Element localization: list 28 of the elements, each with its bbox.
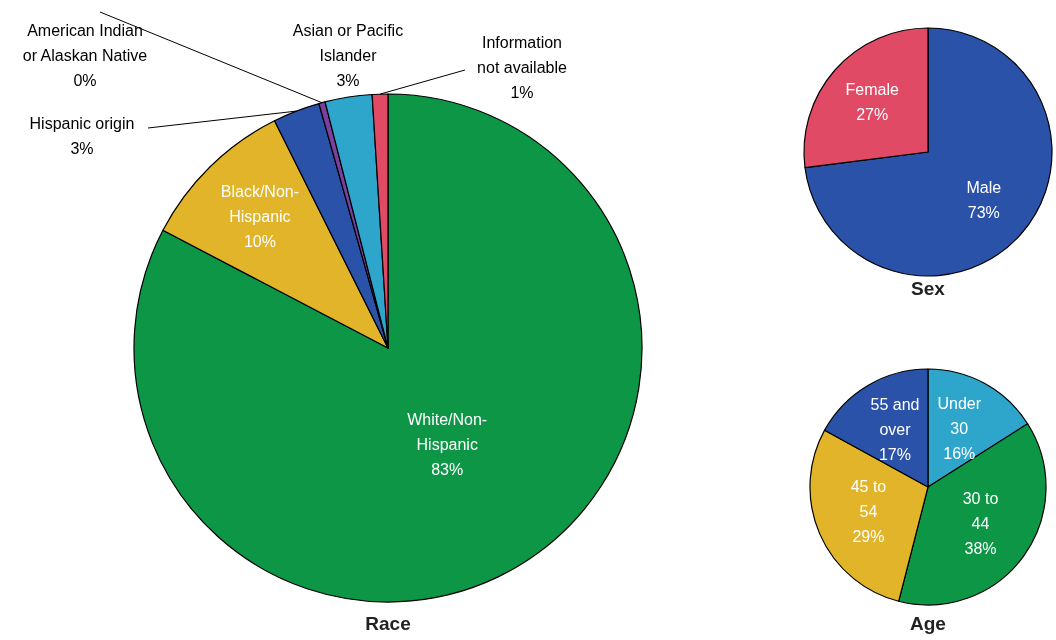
text: Age [910, 613, 946, 634]
data-label: 27% [856, 105, 889, 123]
slice-label: American Indian or Alaskan Native [22, 22, 148, 65]
slice-label: Hispanic origin [29, 115, 135, 133]
pie-slice [804, 27, 1053, 277]
slice-label: Under 30 [937, 395, 982, 438]
data-label: 16% [943, 445, 976, 463]
data-label: 73% [967, 203, 1000, 221]
data-label: 29% [852, 527, 885, 546]
slice-label: 30 to 44 [962, 490, 999, 533]
slice-label: 45 to 54 [850, 477, 887, 521]
text: Race [365, 613, 411, 634]
data-label: 17% [878, 446, 911, 464]
data-label: 3% [70, 140, 94, 158]
data-label: 38% [964, 540, 997, 558]
slice-label: Asian or Pacific Islander [292, 22, 404, 65]
data-label: 83% [431, 460, 464, 479]
text: Sex [911, 278, 946, 299]
slice-label: Male [966, 178, 1002, 196]
slice-label: Information not available [477, 34, 568, 77]
data-label: 10% [243, 232, 276, 250]
slice-label: White/Non-Hispanic [407, 410, 488, 454]
slice-label: Black/Non-Hispanic [220, 182, 300, 225]
data-label: 1% [510, 84, 534, 102]
data-label: 0% [73, 72, 97, 90]
slice-label: 55 and over [870, 396, 920, 439]
data-label: 3% [336, 72, 360, 90]
slice-label: Female [845, 80, 899, 98]
